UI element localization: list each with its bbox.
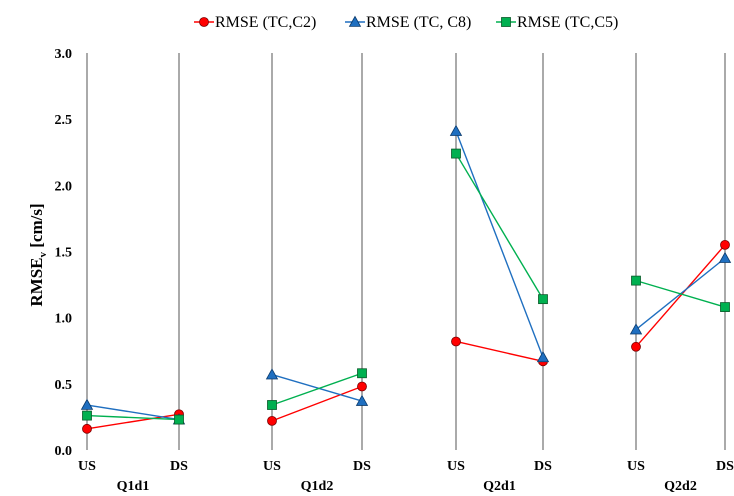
y-tick-label: 1.0 — [55, 312, 73, 327]
legend-label: RMSE (TC,C5) — [517, 14, 618, 31]
y-axis: 0.0 0.5 1.0 1.5 2.0 2.5 3.0 — [55, 47, 73, 459]
plot-area — [80, 124, 732, 434]
data-point — [449, 124, 463, 136]
series-line-segment — [455, 340, 544, 363]
series-line-segment — [271, 372, 363, 406]
y-axis-label-sub: v — [37, 252, 49, 258]
x-group-label: Q1d2 — [301, 479, 334, 494]
x-group-label: Q2d2 — [664, 479, 697, 494]
y-tick-label: 0.0 — [55, 444, 73, 459]
series-1 — [82, 239, 730, 434]
y-axis-label-unit: [cm/s] — [27, 203, 46, 252]
x-tick-label: DS — [170, 459, 188, 474]
data-point — [451, 148, 461, 159]
legend-marker — [348, 15, 362, 27]
data-point — [174, 414, 184, 425]
series-3 — [82, 148, 730, 425]
data-point — [720, 239, 730, 250]
x-tick-label: DS — [716, 459, 734, 474]
data-point — [80, 398, 94, 410]
data-point — [451, 336, 461, 347]
x-tick-label: US — [263, 459, 281, 474]
data-point — [357, 368, 367, 379]
y-tick-label: 0.5 — [55, 378, 73, 393]
gridlines — [86, 53, 726, 450]
series-line-segment — [455, 153, 544, 300]
legend-label: RMSE (TC, C8) — [366, 14, 471, 31]
y-tick-label: 1.5 — [55, 246, 73, 261]
legend-item: RMSE (TC, C8) — [345, 14, 471, 31]
y-axis-label: RMSEv [cm/s] — [27, 203, 49, 306]
y-tick-label: 2.5 — [55, 113, 73, 128]
y-tick-label: 2.0 — [55, 179, 73, 194]
data-point — [538, 294, 548, 305]
legend-marker — [501, 17, 511, 27]
x-tick-label: US — [627, 459, 645, 474]
data-point — [718, 251, 732, 263]
data-point — [631, 341, 641, 352]
legend-label: RMSE (TC,C2) — [215, 14, 316, 31]
data-point — [355, 394, 369, 406]
legend-item: RMSE (TC,C2) — [194, 14, 316, 31]
x-group-label: Q2d1 — [483, 479, 516, 494]
series-line-segment — [455, 130, 544, 358]
data-point — [267, 400, 277, 410]
y-axis-label-main: RMSE — [27, 258, 46, 307]
data-point — [82, 410, 92, 421]
series-line-segment — [86, 414, 180, 421]
x-group-label: Q1d1 — [117, 479, 150, 494]
x-tick-label: DS — [353, 459, 371, 474]
legend-item: RMSE (TC,C5) — [496, 14, 618, 31]
data-point — [82, 423, 92, 434]
data-point — [629, 323, 643, 335]
legend-marker — [199, 17, 209, 27]
x-axis: US DS Q1d1 US DS Q1d2 US DS Q2d1 US DS Q2d2 — [78, 459, 734, 494]
series-line-segment — [86, 404, 180, 421]
data-point — [267, 415, 277, 426]
data-point — [357, 381, 367, 392]
data-point — [720, 302, 730, 312]
series-line-segment — [271, 373, 363, 402]
x-tick-label: US — [447, 459, 465, 474]
legend: RMSE (TC,C2) RMSE (TC, C8) RMSE (TC,C5) — [194, 14, 618, 31]
data-point — [265, 368, 279, 380]
x-tick-label: US — [78, 459, 96, 474]
series-line-segment — [635, 244, 726, 348]
data-point — [536, 351, 550, 363]
series-line-segment — [271, 385, 363, 422]
data-point — [631, 275, 641, 286]
y-tick-label: 3.0 — [55, 47, 73, 62]
x-tick-label: DS — [534, 459, 552, 474]
series-line-segment — [635, 279, 726, 308]
